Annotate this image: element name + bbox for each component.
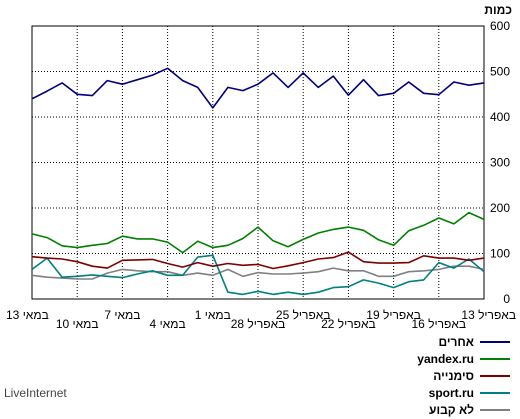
y-tick-label: 0 xyxy=(503,292,510,306)
x-tick-label: 10 במאי xyxy=(56,317,99,331)
legend-item: סימנייה xyxy=(310,368,510,384)
legend-label: לא קבוע xyxy=(429,403,474,417)
series-line xyxy=(31,211,485,254)
x-tick-label: 7 במאי xyxy=(104,308,140,322)
legend: אחרים yandex.ru סימנייה sport.ru לא קבוע xyxy=(310,334,510,419)
y-tick-label: 200 xyxy=(490,201,510,215)
series-line xyxy=(31,254,485,296)
legend-label: sport.ru xyxy=(428,386,474,400)
legend-item: sport.ru xyxy=(310,385,510,401)
legend-label: yandex.ru xyxy=(417,352,474,366)
legend-item: yandex.ru xyxy=(310,351,510,367)
plot-border xyxy=(31,25,485,300)
series-line xyxy=(31,67,485,109)
x-tick-label: 16 באפריל xyxy=(411,317,466,331)
y-tick-label: 600 xyxy=(490,19,510,33)
legend-label: אחרים xyxy=(438,335,474,349)
series-line xyxy=(31,265,485,280)
legend-swatch xyxy=(480,392,510,394)
legend-label: סימנייה xyxy=(433,369,474,383)
x-tick-label: 4 במאי xyxy=(150,317,186,331)
x-tick-label: 28 באפריל xyxy=(231,317,286,331)
x-tick-label: 13 באפריל xyxy=(461,308,516,322)
line-chart: 0 100 200 300 400 500 600 כמות 13 במאי 10 במאי 7 ב… xyxy=(6,3,516,331)
y-tick-label: 100 xyxy=(490,247,510,261)
legend-swatch xyxy=(480,375,510,377)
y-tick-label: 400 xyxy=(490,110,510,124)
y-tick-label: 300 xyxy=(490,156,510,170)
legend-swatch xyxy=(480,358,510,360)
legend-item: אחרים xyxy=(310,334,510,350)
x-tick-label: 19 באפריל xyxy=(366,308,421,322)
legend-swatch xyxy=(480,341,510,343)
x-tick-label: 22 באפריל xyxy=(321,317,376,331)
y-tick-label: 500 xyxy=(490,65,510,79)
y-axis-label: כמות xyxy=(484,3,512,17)
brand-label: LiveInternet xyxy=(4,386,67,400)
legend-swatch xyxy=(480,409,510,411)
series-line xyxy=(31,251,485,270)
x-tick-label: 1 במאי xyxy=(195,308,231,322)
legend-item: לא קבוע xyxy=(310,402,510,418)
x-tick-label: 25 באפריל xyxy=(276,308,331,322)
x-tick-label: 13 במאי xyxy=(6,308,49,322)
